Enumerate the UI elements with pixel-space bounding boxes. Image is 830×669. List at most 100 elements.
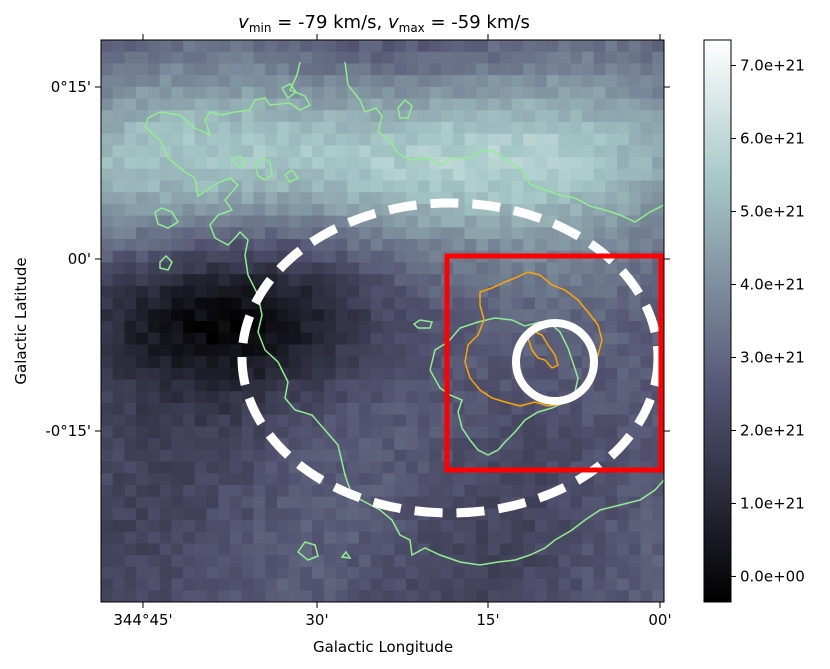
heatmap-cell — [534, 555, 548, 568]
heatmap-cell — [288, 203, 301, 217]
heatmap-cell — [464, 262, 477, 275]
heatmap-cell — [323, 508, 337, 521]
heatmap-cell — [323, 110, 337, 123]
heatmap-cell — [652, 426, 664, 439]
heatmap-cell — [101, 449, 114, 463]
heatmap-cell — [652, 40, 664, 53]
heatmap-cell — [593, 40, 606, 53]
heatmap-cell — [300, 520, 313, 533]
heatmap-cell — [558, 239, 571, 252]
heatmap-cell — [523, 508, 536, 521]
heatmap-cell — [265, 496, 278, 509]
heatmap-cell — [300, 438, 313, 451]
heatmap-cell — [253, 51, 266, 65]
heatmap-cell — [183, 63, 196, 76]
heatmap-cell — [265, 531, 278, 545]
heatmap-cell — [206, 543, 219, 556]
heatmap-cell — [300, 250, 313, 264]
heatmap-cell — [593, 566, 606, 580]
heatmap-cell — [523, 86, 536, 100]
heatmap-cell — [546, 98, 560, 111]
heatmap-cell — [265, 262, 278, 275]
heatmap-cell — [382, 543, 395, 556]
heatmap-cell — [464, 391, 477, 404]
heatmap-cell — [218, 192, 231, 205]
heatmap-cell — [288, 566, 301, 580]
heatmap-cell — [617, 379, 630, 392]
heatmap-cell — [617, 145, 630, 158]
heatmap-cell — [194, 227, 208, 240]
green-contour-upper — [344, 61, 664, 223]
heatmap-cell — [194, 438, 208, 451]
heatmap-cell — [370, 367, 384, 381]
heatmap-cell — [628, 180, 642, 193]
heatmap-cell — [241, 438, 255, 451]
heatmap-cell — [276, 40, 290, 53]
heatmap-cell — [230, 321, 243, 334]
heatmap-cell — [288, 110, 301, 123]
heatmap-cell — [265, 133, 278, 146]
heatmap-cell — [652, 484, 664, 498]
heatmap-cell — [241, 63, 255, 76]
heatmap-cell — [276, 75, 290, 88]
heatmap-cell — [230, 133, 243, 146]
heatmap-cell — [218, 86, 231, 100]
heatmap-cell — [147, 391, 161, 404]
heatmap-cell — [171, 285, 184, 299]
heatmap-cell — [323, 180, 337, 193]
heatmap-cell — [183, 367, 196, 381]
red-box — [444, 253, 664, 473]
heatmap-cell — [253, 566, 266, 580]
heatmap-cell — [218, 473, 231, 486]
heatmap-cell — [558, 531, 571, 545]
heatmap-cell — [640, 180, 653, 193]
heatmap-cell — [488, 227, 501, 240]
heatmap-cell — [112, 344, 126, 357]
heatmap-cell — [558, 262, 571, 275]
heatmap-cell — [628, 496, 642, 509]
heatmap-cell — [593, 157, 606, 170]
heatmap-cell — [136, 239, 149, 252]
heatmap-cell — [159, 63, 172, 76]
heatmap-cell — [488, 168, 501, 182]
heatmap-cell — [276, 543, 290, 556]
heatmap-cell — [124, 520, 137, 533]
heatmap-cell — [147, 578, 161, 591]
heatmap-cell — [124, 321, 137, 334]
heatmap-cell — [570, 51, 583, 65]
heatmap-cell — [511, 215, 524, 228]
heatmap-cell — [593, 426, 606, 439]
heatmap-cell — [101, 566, 114, 580]
heatmap-cell — [171, 274, 184, 287]
heatmap-cell — [335, 98, 348, 111]
heatmap-cell — [617, 75, 630, 88]
heatmap-cell — [546, 168, 560, 182]
heatmap-cell — [159, 121, 172, 135]
heatmap-cell — [101, 227, 114, 240]
heatmap-cell — [558, 309, 571, 322]
heatmap-cell — [652, 297, 664, 310]
heatmap-cell — [499, 402, 513, 416]
heatmap-cell — [464, 133, 477, 146]
heatmap-cell — [194, 203, 208, 217]
heatmap-cell — [147, 484, 161, 498]
heatmap-cell — [581, 402, 595, 416]
heatmap-cell — [323, 367, 337, 381]
heatmap-cell — [499, 590, 513, 602]
heatmap-cell — [159, 449, 172, 463]
heatmap-cell — [558, 40, 571, 53]
heatmap-cell — [171, 344, 184, 357]
heatmap-cell — [558, 180, 571, 193]
heatmap-cell — [312, 438, 325, 451]
heatmap-cell — [183, 414, 196, 427]
heatmap-cell — [312, 391, 325, 404]
heatmap-cell — [159, 321, 172, 334]
heatmap-cell — [171, 461, 184, 474]
y-axis: 0°15' 00' -0°15' Galactic Latitude — [12, 78, 670, 440]
heatmap-cell — [159, 168, 172, 182]
heatmap-cell — [382, 566, 395, 580]
heatmap-cell — [218, 461, 231, 474]
heatmap-cell — [276, 531, 290, 545]
heatmap-cell — [276, 367, 290, 381]
heatmap-cell — [218, 63, 231, 76]
